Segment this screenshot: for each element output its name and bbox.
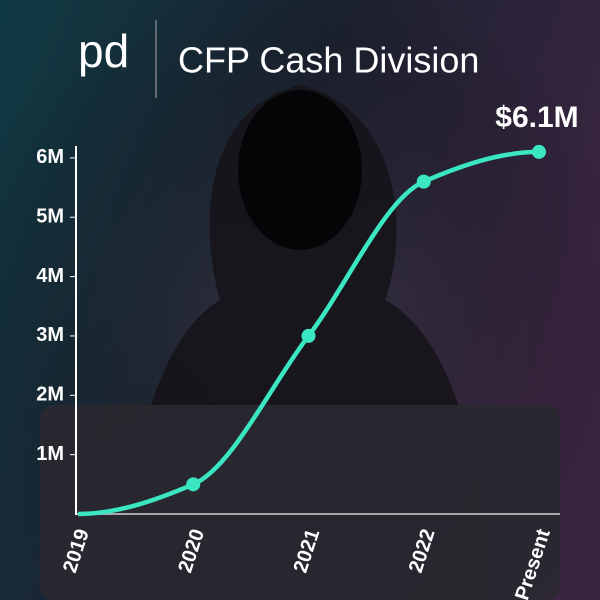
chart-title: CFP Cash Division [178, 40, 479, 81]
y-tick-label: 6M [36, 146, 64, 168]
point [416, 174, 431, 189]
y-tick-label: 2M [36, 384, 64, 406]
logo: pd [78, 25, 129, 77]
y-tick-label: 5M [36, 206, 64, 228]
point [301, 328, 316, 343]
y-tick-label: 1M [36, 443, 64, 465]
point [532, 144, 546, 159]
hood-face [238, 90, 362, 250]
y-tick-label: 3M [36, 324, 64, 346]
y-tick-label: 4M [36, 265, 64, 287]
value-label: $6.1M [495, 101, 578, 134]
point [186, 477, 201, 492]
laptop [40, 405, 560, 600]
